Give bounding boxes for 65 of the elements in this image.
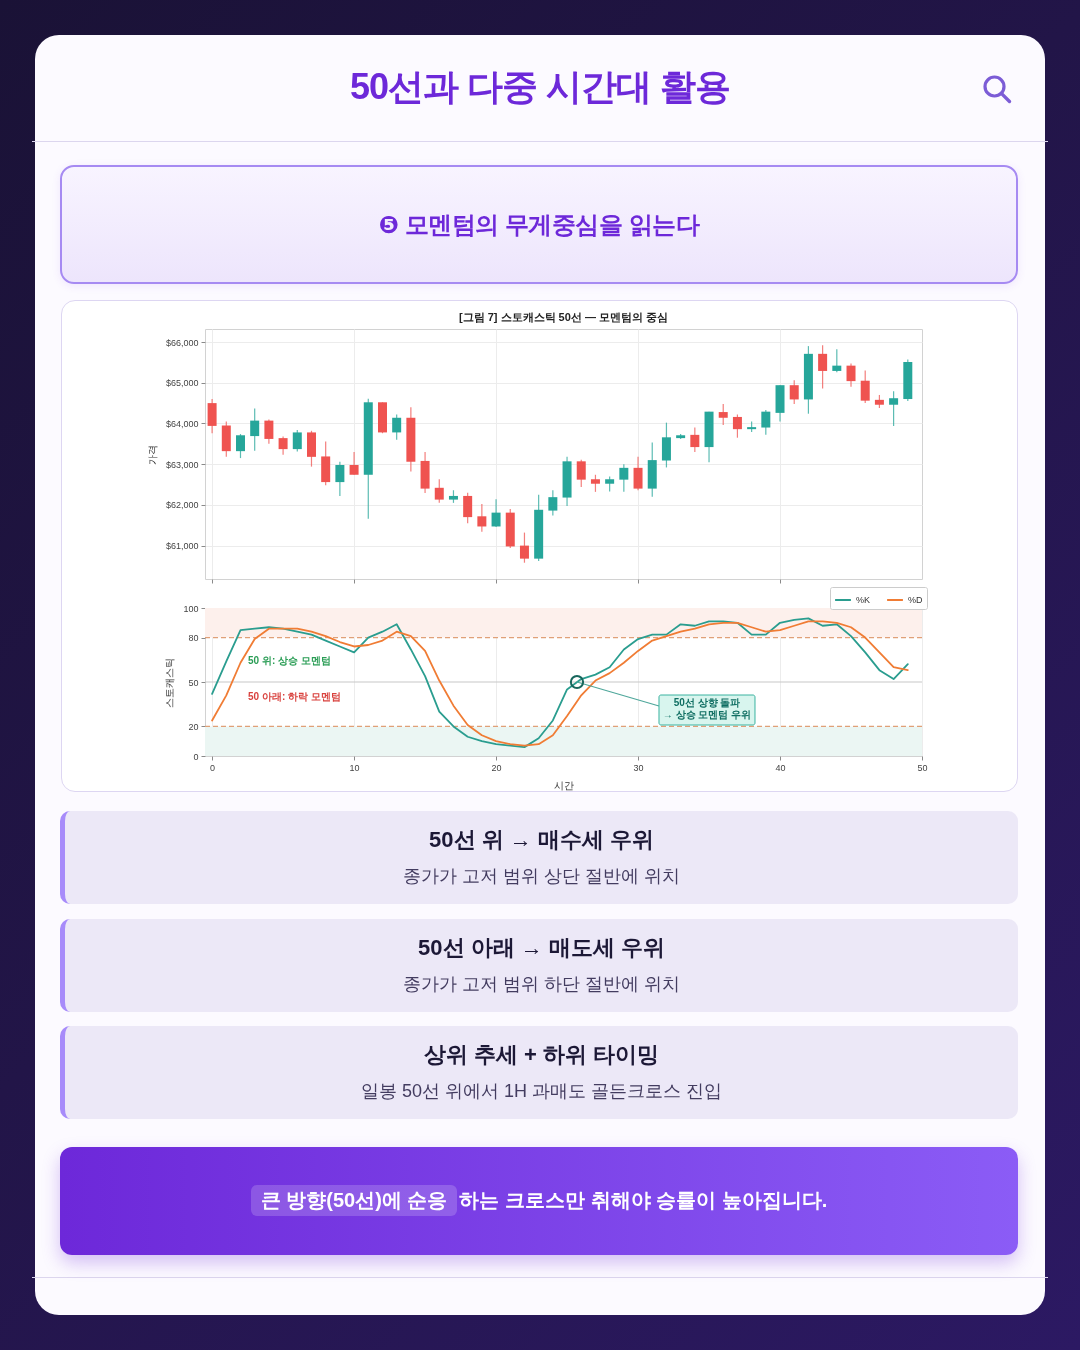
x-tick-label: 30 [633,762,644,773]
candlestick [889,390,899,427]
text: 상위 추세 + 하위 타이밍 [422,1041,661,1069]
candlestick [335,461,345,497]
candlestick [846,363,856,388]
candlestick [477,503,487,533]
candlestick [236,433,245,459]
text: 큰 방향(50선)에 순응 [250,1185,458,1216]
text: 일봉 50선 위에서 1H 과매도 골든크로스 진입 [359,1080,723,1103]
candlestick [732,413,742,439]
x-tick-label: 40 [775,762,786,773]
candlestick [207,398,217,434]
candlestick [761,409,771,436]
candlestick [548,489,558,517]
text: ❺ 모멘텀의 무게중심을 읽는다 [60,165,1018,284]
candlestick [718,403,728,426]
text: 50선 위 → 매수세 우위 [428,826,655,854]
chart-title: [그림 7] 스토캐스틱 50선 — 모멘텀의 중심 [458,311,669,323]
candlestick [619,463,629,493]
candlestick [690,426,700,453]
y-axis-title: 가격 [146,444,158,465]
legend-label: %K [856,595,871,605]
x-tick-label: 50 [917,762,928,773]
text: 50선 아래 → 매도세 우위 [417,933,666,962]
legend-label: %D [908,595,923,605]
y-tick-label: 50 [188,677,199,688]
y-tick-label: $62,000 [165,500,199,511]
y-tick-label: $64,000 [165,418,199,429]
candlestick [292,429,302,453]
y-tick-label: $61,000 [165,541,199,552]
y-tick-label: 20 [188,721,199,732]
candlestick [661,422,671,469]
candlestick [576,459,586,488]
candlestick [832,348,842,373]
y-axis-title: 스토캐스틱 [164,657,176,708]
annotation: 50 아래: 하락 모멘텀 [248,691,341,702]
x-tick-label: 20 [491,762,502,773]
text: 하는 크로스만 취해야 승률이 높아집니다. [459,1188,828,1213]
candlestick [349,451,359,476]
candlestick [519,531,529,564]
x-axis-title: 시간 [554,779,574,791]
y-tick-label: $66,000 [165,337,199,348]
candlestick [278,435,288,456]
x-tick-label: 10 [349,762,360,773]
candlestick [818,344,828,390]
candlestick [434,478,444,504]
x-tick-label: 0 [210,762,216,773]
y-tick-label: $63,000 [165,459,199,470]
candlestick [633,456,643,491]
candlestick [491,498,501,528]
candlestick [789,379,799,405]
text: 50선과 다중 시간대 활용 [348,65,732,109]
text: 종가가 고저 범위 하단 절반에 위치 [402,972,681,996]
y-tick-label: 80 [188,633,199,644]
candlestick [392,413,402,441]
candlestick [860,369,870,404]
candlestick [264,418,274,445]
y-tick-label: 0 [193,751,199,762]
candlestick [463,492,473,524]
annotation: 50선 상향 돌파 → 상승 모멘텀 우위 [662,697,752,720]
y-tick-label: $65,000 [165,378,199,389]
text: 종가가 고저 범위 상단 절반에 위치 [402,865,681,888]
annotation: 50 위: 상승 모멘텀 [248,655,331,666]
y-tick-label: 100 [183,603,199,614]
candlestick [250,407,260,452]
